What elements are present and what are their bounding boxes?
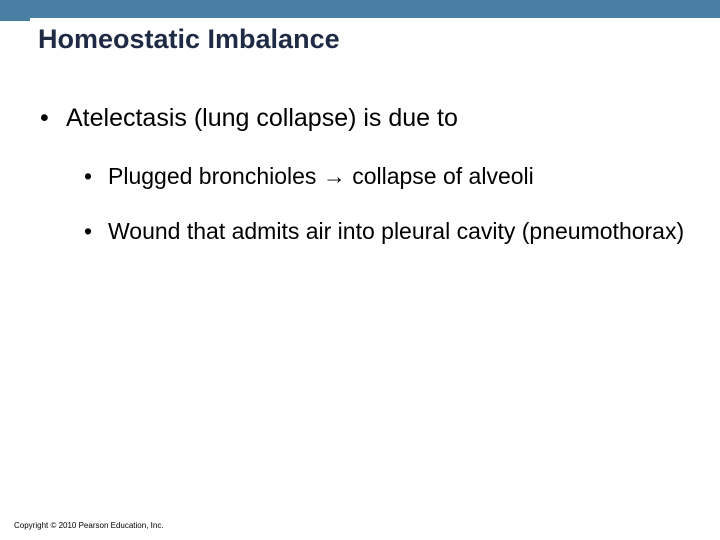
slide-content: • Atelectasis (lung collapse) is due to … bbox=[0, 55, 720, 246]
title-row: Homeostatic Imbalance bbox=[0, 18, 720, 55]
title-accent-bar bbox=[0, 18, 30, 21]
copyright-text: Copyright © 2010 Pearson Education, Inc. bbox=[14, 521, 164, 530]
bullet-level2: • Plugged bronchioles → collapse of alve… bbox=[84, 162, 690, 191]
bullet-marker: • bbox=[40, 103, 66, 134]
bullet-text: Atelectasis (lung collapse) is due to bbox=[66, 103, 458, 134]
header-bar bbox=[0, 0, 720, 18]
bullet-marker: • bbox=[84, 162, 108, 191]
bullet-level1: • Atelectasis (lung collapse) is due to bbox=[40, 103, 690, 134]
slide-title: Homeostatic Imbalance bbox=[30, 18, 340, 55]
bullet-text: Plugged bronchioles → collapse of alveol… bbox=[108, 162, 534, 191]
bullet-level2: • Wound that admits air into pleural cav… bbox=[84, 217, 690, 246]
bullet-text: Wound that admits air into pleural cavit… bbox=[108, 217, 684, 246]
bullet-marker: • bbox=[84, 217, 108, 246]
